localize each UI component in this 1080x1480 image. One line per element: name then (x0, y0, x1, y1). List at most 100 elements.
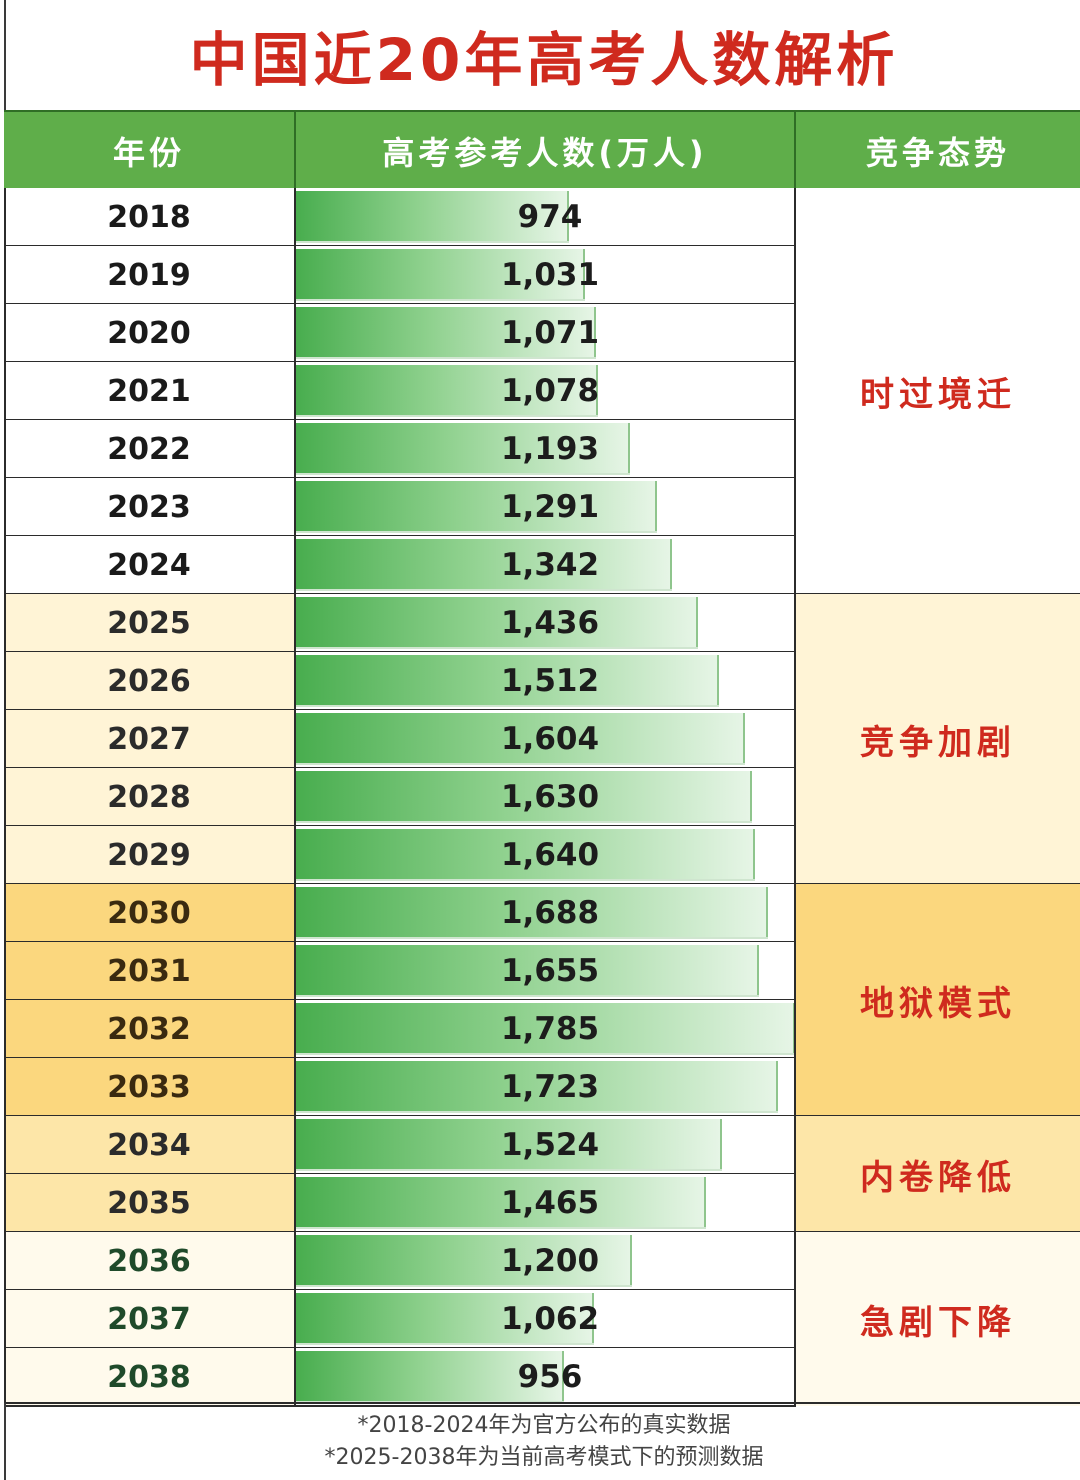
value-label: 974 (517, 199, 583, 235)
year-label: 2025 (107, 605, 191, 641)
header-divider (294, 112, 296, 190)
value-label: 1,071 (500, 315, 600, 351)
value-label: 1,630 (500, 779, 600, 815)
bar-cell: 1,031 (296, 246, 794, 304)
value-label: 1,723 (500, 1069, 600, 1105)
year-label: 2034 (107, 1127, 191, 1163)
bar-cell: 1,785 (296, 1000, 795, 1058)
year-label: 2026 (107, 663, 191, 699)
year-label: 2037 (107, 1301, 191, 1337)
value-label: 956 (517, 1359, 583, 1395)
bar (296, 1061, 778, 1111)
bar (296, 423, 630, 473)
value-label: 1,031 (500, 257, 600, 293)
year-label: 2028 (107, 779, 191, 815)
value-label: 1,436 (500, 605, 600, 641)
bar-cell: 1,078 (296, 362, 794, 420)
year-label: 2030 (107, 895, 191, 931)
year-label: 2020 (107, 315, 191, 351)
bar-cell: 1,524 (296, 1116, 794, 1174)
bar-cell: 1,723 (296, 1058, 794, 1116)
year-label: 2038 (107, 1359, 191, 1395)
year-label: 2027 (107, 721, 191, 757)
year-label: 2033 (107, 1069, 191, 1105)
year-label: 2024 (107, 547, 191, 583)
value-label: 1,785 (500, 1011, 600, 1047)
value-label: 1,062 (500, 1301, 600, 1337)
bar-cell: 1,291 (296, 478, 794, 536)
status-label: 地狱模式 (796, 884, 1080, 1116)
year-label: 2029 (107, 837, 191, 873)
bar-cell: 1,342 (296, 536, 794, 594)
bar-cell: 1,512 (296, 652, 794, 710)
bar (296, 597, 698, 647)
footer-notes: *2018-2024年为官方公布的真实数据 *2025-2038年为当前高考模式… (4, 1402, 1080, 1480)
bar (296, 713, 745, 763)
value-label: 1,640 (500, 837, 600, 873)
bar (296, 945, 759, 995)
value-label: 1,688 (500, 895, 600, 931)
bar (296, 481, 657, 531)
bar (296, 829, 755, 879)
table-header: 年份 高考参考人数(万人) 竞争态势 (4, 110, 1080, 190)
header-divider (794, 112, 796, 190)
bar (296, 1293, 594, 1343)
status-label: 急剧下降 (796, 1232, 1080, 1406)
value-label: 1,078 (500, 373, 600, 409)
page-title: 中国近20年高考人数解析 (189, 26, 899, 94)
bar (296, 655, 719, 705)
title-bar: 中国近20年高考人数解析 (4, 0, 1080, 110)
bar-cell: 1,655 (296, 942, 794, 1000)
column-divider (794, 188, 796, 1406)
status-label: 时过境迁 (796, 188, 1080, 594)
year-label: 2036 (107, 1243, 191, 1279)
bar (296, 1177, 706, 1227)
value-label: 1,200 (500, 1243, 600, 1279)
year-label: 2035 (107, 1185, 191, 1221)
year-label: 2019 (107, 257, 191, 293)
bar (296, 887, 768, 937)
column-divider (4, 188, 6, 1406)
bar-cell: 974 (296, 188, 794, 246)
value-label: 1,291 (500, 489, 600, 525)
header-year: 年份 (112, 134, 185, 172)
bar-cell: 1,630 (296, 768, 794, 826)
row-divider (4, 1405, 796, 1407)
bar-cell: 1,465 (296, 1174, 794, 1232)
bar-cell: 1,688 (296, 884, 794, 942)
bar (296, 1119, 722, 1169)
header-count: 高考参考人数(万人) (382, 134, 708, 172)
bar (296, 1003, 795, 1053)
value-label: 1,193 (500, 431, 600, 467)
value-label: 1,342 (500, 547, 600, 583)
bar-cell: 1,193 (296, 420, 794, 478)
value-label: 1,604 (500, 721, 600, 757)
table-row: 2018 974 (4, 188, 1080, 246)
bar (296, 1351, 564, 1401)
bar (296, 307, 596, 357)
footer-note-forecast: *2025-2038年为当前高考模式下的预测数据 (324, 1445, 764, 1470)
bar-cell: 956 (296, 1348, 794, 1406)
bar (296, 191, 569, 241)
bar-cell: 1,062 (296, 1290, 794, 1348)
footer-note-real: *2018-2024年为官方公布的真实数据 (357, 1413, 731, 1438)
header-status: 竞争态势 (865, 134, 1010, 172)
value-label: 1,655 (500, 953, 600, 989)
bar (296, 249, 585, 299)
column-divider (294, 188, 296, 1406)
bar-cell: 1,604 (296, 710, 794, 768)
year-label: 2031 (107, 953, 191, 989)
year-label: 2022 (107, 431, 191, 467)
bar-cell: 1,640 (296, 826, 794, 884)
bar (296, 539, 672, 589)
value-label: 1,524 (500, 1127, 600, 1163)
value-label: 1,512 (500, 663, 600, 699)
bar-cell: 1,071 (296, 304, 794, 362)
value-label: 1,465 (500, 1185, 600, 1221)
bar (296, 1235, 632, 1285)
bar-cell: 1,200 (296, 1232, 794, 1290)
year-label: 2032 (107, 1011, 191, 1047)
bar (296, 365, 598, 415)
bar-cell: 1,436 (296, 594, 794, 652)
